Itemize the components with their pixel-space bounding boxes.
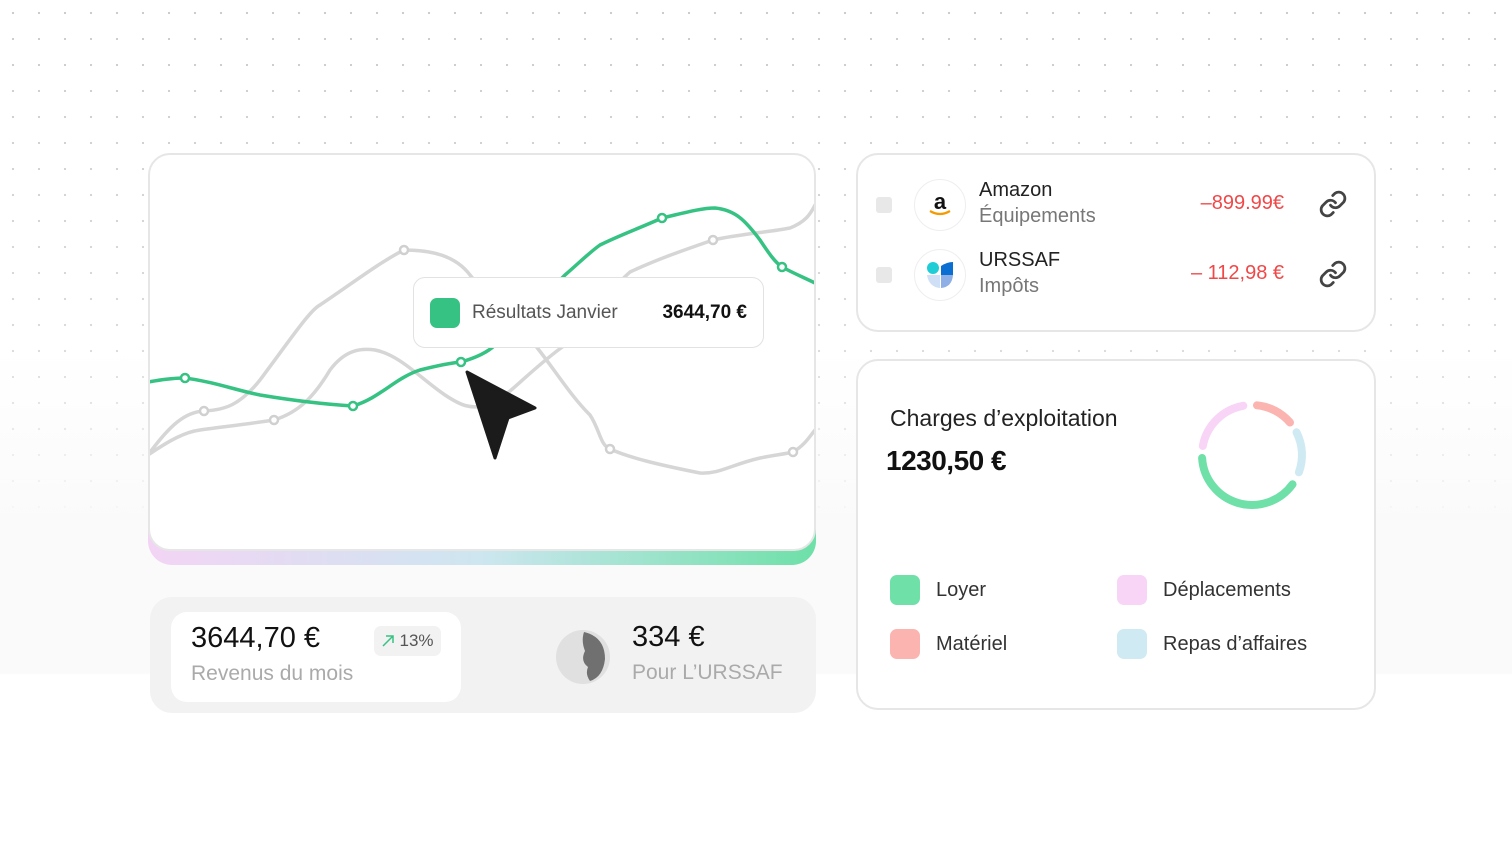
transaction-row[interactable]: a Amazon Équipements –899.99€ <box>858 175 1374 235</box>
income-chart-card <box>148 153 816 551</box>
legend-item: Déplacements <box>1117 575 1291 605</box>
urssaf-logo <box>914 249 966 301</box>
transaction-category: Impôts <box>979 275 1040 297</box>
row-checkbox[interactable] <box>876 197 892 213</box>
donut-segment-deplacements <box>1198 401 1248 450</box>
legend-label: Matériel <box>936 632 1008 655</box>
urssaf-pie-icon <box>556 630 610 684</box>
legend-label: Déplacements <box>1163 578 1291 601</box>
data-point <box>347 400 359 412</box>
data-point <box>398 244 410 256</box>
legend-label: Repas d’affaires <box>1163 632 1308 655</box>
donut-segment-repas <box>1292 428 1306 477</box>
revenue-amount: 3644,70 € <box>191 622 321 654</box>
legend-swatch <box>890 629 920 659</box>
data-point <box>776 261 788 273</box>
tooltip-swatch <box>430 297 460 328</box>
change-value: 13% <box>399 631 434 650</box>
legend-swatch <box>1117 575 1147 605</box>
chart-tooltip: Résultats Janvier 3644,70 € <box>413 277 764 348</box>
line-chart <box>150 203 814 475</box>
data-point <box>268 414 280 426</box>
legend-item: Repas d’affaires <box>1117 629 1307 659</box>
data-point <box>604 443 616 455</box>
transaction-category: Équipements <box>979 205 1096 227</box>
transactions-card: a Amazon Équipements –899.99€ URSSAF Imp… <box>856 153 1376 332</box>
transaction-amount: –899.99€ <box>1200 192 1284 214</box>
tooltip-value: 3644,70 € <box>662 301 747 323</box>
svg-text:a: a <box>934 190 947 214</box>
revenue-label: Revenus du mois <box>191 662 354 685</box>
donut-segment-materiel <box>1253 401 1294 427</box>
data-point <box>179 372 191 384</box>
link-icon[interactable] <box>1318 189 1348 224</box>
urssaf-amount: 334 € <box>632 621 705 653</box>
operating-charges-card: Charges d’exploitation 1230,50 € Loyer D… <box>856 359 1376 710</box>
revenue-card: 3644,70 € Revenus du mois 13% <box>171 612 461 702</box>
transaction-name: URSSAF <box>979 249 1061 271</box>
transaction-row[interactable]: URSSAF Impôts – 112,98 € <box>858 245 1374 305</box>
legend-item: Loyer <box>890 575 986 605</box>
tooltip-label: Résultats Janvier <box>472 301 618 323</box>
legend-label: Loyer <box>936 578 987 601</box>
donut-segment-loyer <box>1198 454 1297 509</box>
data-point <box>707 234 719 246</box>
row-checkbox[interactable] <box>876 267 892 283</box>
arrow-up-right-icon <box>382 635 395 647</box>
data-point <box>656 212 668 224</box>
change-badge: 13% <box>374 626 441 656</box>
amazon-logo: a <box>914 179 966 231</box>
charges-donut <box>1198 401 1306 509</box>
charges-total: 1230,50 € <box>886 445 1007 476</box>
legend-swatch <box>890 575 920 605</box>
legend-item: Matériel <box>890 629 1007 659</box>
urssaf-label: Pour L’URSSAF <box>632 661 783 684</box>
data-point <box>455 356 467 368</box>
legend-swatch <box>1117 629 1147 659</box>
transaction-amount: – 112,98 € <box>1190 262 1284 284</box>
link-icon[interactable] <box>1318 259 1348 294</box>
data-point <box>787 446 799 458</box>
stats-bar: 3644,70 € Revenus du mois 13% 334 € Pour… <box>150 597 816 713</box>
transaction-name: Amazon <box>979 179 1053 201</box>
data-point <box>198 405 210 417</box>
charges-title: Charges d’exploitation <box>890 405 1118 431</box>
